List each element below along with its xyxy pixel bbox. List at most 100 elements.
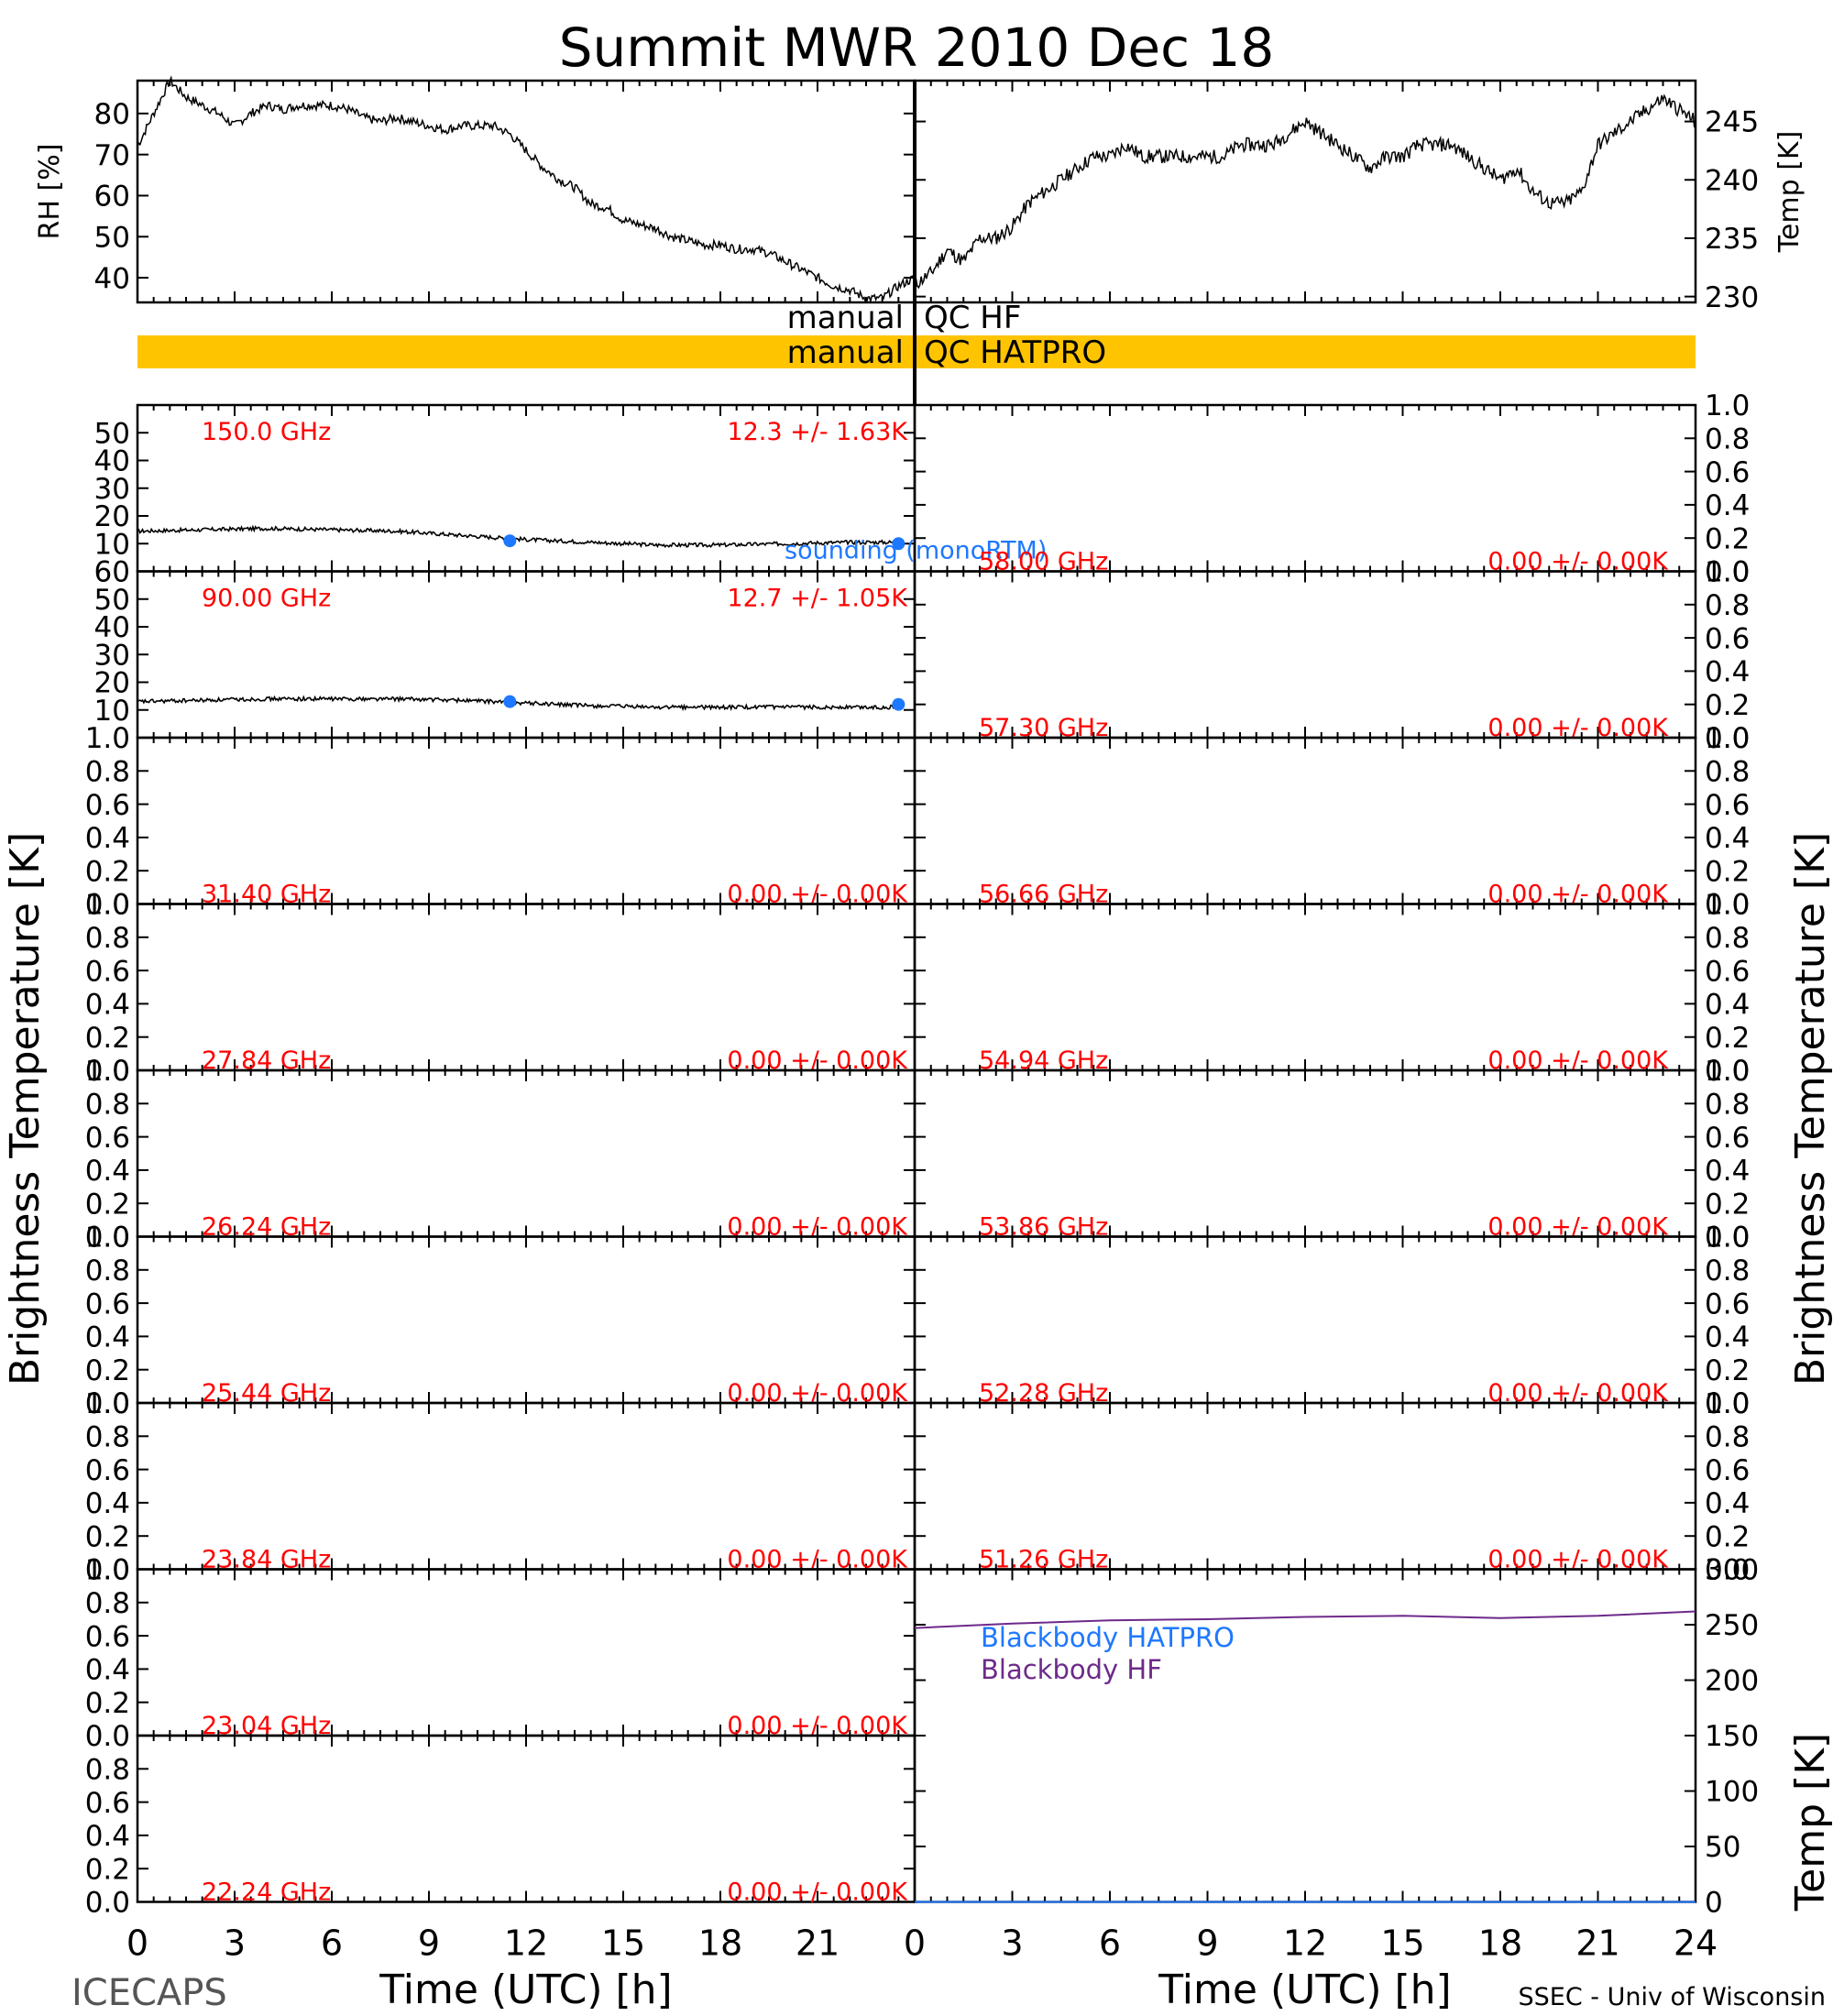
y-tick-label: 0.8 [1705, 755, 1750, 788]
y-tick-label: 0.0 [1705, 1222, 1750, 1255]
y-tick-label: 1.0 [1705, 556, 1750, 589]
tb-panel-frame [136, 1401, 916, 1571]
y-tick-label: 0.8 [1705, 1255, 1750, 1287]
y-tick-label: 0.6 [1705, 955, 1750, 988]
y-tick-label: 245 [1705, 106, 1759, 139]
y-tick-label: 0.8 [85, 1255, 130, 1287]
qc-hf-label-left: manual [787, 300, 904, 336]
blackbody-axis-label: Temp [K] [1787, 1733, 1833, 1912]
tb-panel-frame [913, 736, 1697, 905]
footer-left: ICECAPS [71, 1972, 227, 2014]
qc-hatpro-label-left: manual [787, 334, 904, 371]
y-tick-label: 200 [1705, 1665, 1759, 1698]
y-tick-label: 0.8 [1705, 1420, 1750, 1453]
qc-hf-label-right: QC HF [924, 300, 1021, 336]
y-tick-label: 0 [1705, 1887, 1723, 1920]
y-tick-label: 0.2 [85, 1687, 130, 1720]
y-tick-label: 0.4 [85, 822, 130, 855]
y-tick-label: 20 [94, 667, 130, 700]
y-tick-label: 0.2 [85, 1853, 130, 1886]
y-tick-label: 0.0 [85, 1387, 130, 1420]
y-tick-label: 0.6 [1705, 1454, 1750, 1487]
x-tick-label: 18 [1478, 1923, 1522, 1964]
tb-panel-frame [136, 1235, 916, 1405]
y-tick-label: 0.8 [85, 755, 130, 788]
y-tick-label: 0.0 [85, 1720, 130, 1753]
y-tick-label: 10 [94, 528, 130, 561]
y-tick-label: 0.4 [1705, 1321, 1750, 1354]
y-tick-label: 0.0 [1705, 1554, 1750, 1587]
tb-panel-frame [913, 570, 1697, 740]
y-tick-label: 230 [1705, 281, 1759, 314]
y-tick-label: 0.8 [85, 922, 130, 955]
y-tick-label: 0.0 [85, 1887, 130, 1920]
y-tick-label: 0.4 [1705, 489, 1750, 522]
footer-right: SSEC - Univ of Wisconsin [1519, 1983, 1826, 2011]
y-tick-label: 0.2 [85, 1188, 130, 1221]
x-tick-label: 9 [418, 1923, 440, 1964]
y-tick-label: 235 [1705, 223, 1759, 256]
tb-panel-frame [136, 1068, 916, 1238]
x-tick-label: 18 [698, 1923, 742, 1964]
y-tick-label: 1.0 [85, 1055, 130, 1088]
y-tick-label: 0.8 [1705, 922, 1750, 955]
y-tick-label: 0.2 [1705, 1022, 1750, 1055]
sounding-point [892, 697, 906, 711]
y-tick-label: 0.2 [85, 855, 130, 888]
y-tick-label: 0.6 [85, 1122, 130, 1155]
blackbody-panel-frame [913, 1568, 1697, 1903]
sounding-point [503, 534, 517, 548]
y-tick-label: 0.2 [85, 1022, 130, 1055]
y-tick-label: 0.0 [1705, 556, 1750, 589]
rh-line [137, 75, 916, 304]
tb-panel-frame [136, 1734, 916, 1903]
y-tick-label: 1.0 [85, 1554, 130, 1587]
tb-panel-frame [913, 903, 1697, 1072]
x-axis-label-right: Time (UTC) [h] [1158, 1967, 1451, 2013]
temp-line [914, 93, 1696, 290]
y-tick-label: 0.0 [85, 1554, 130, 1587]
x-tick-label: 6 [321, 1923, 343, 1964]
tb-panel-frame [136, 1568, 916, 1737]
y-tick-label: 0.6 [85, 1787, 130, 1820]
y-tick-label: 1.0 [1705, 389, 1750, 422]
y-tick-label: 50 [1705, 1831, 1740, 1864]
y-tick-label: 0.0 [1705, 889, 1750, 922]
y-tick-label: 0.4 [1705, 989, 1750, 1022]
y-tick-label: 10 [94, 695, 130, 728]
y-tick-label: 150 [1705, 1720, 1759, 1753]
x-tick-label: 3 [224, 1923, 246, 1964]
y-tick-label: 1.0 [1705, 722, 1750, 755]
tb-axis-label-right: Brightness Temperature [K] [1787, 832, 1833, 1386]
sounding-point [503, 695, 517, 708]
y-tick-label: 0.6 [1705, 456, 1750, 489]
y-tick-label: 0.2 [1705, 1188, 1750, 1221]
y-tick-label: 0.6 [1705, 1287, 1750, 1320]
temp-axis-label: Temp [K] [1773, 131, 1806, 254]
y-tick-label: 0.8 [1705, 422, 1750, 455]
y-tick-label: 0.8 [85, 1088, 130, 1121]
y-tick-label: 100 [1705, 1776, 1759, 1809]
x-tick-label: 21 [796, 1923, 840, 1964]
y-tick-label: 0.0 [1705, 1055, 1750, 1088]
y-tick-label: 60 [94, 181, 130, 214]
y-tick-label: 0.6 [1705, 789, 1750, 822]
x-tick-label: 15 [601, 1923, 645, 1964]
y-tick-label: 240 [1705, 164, 1759, 197]
y-tick-label: 0.6 [1705, 1122, 1750, 1155]
y-tick-label: 0.2 [1705, 1520, 1750, 1553]
x-tick-label: 12 [504, 1923, 548, 1964]
y-tick-label: 0.8 [85, 1753, 130, 1786]
y-tick-label: 0.6 [85, 1454, 130, 1487]
y-tick-label: 1.0 [1705, 1387, 1750, 1420]
y-tick-label: 80 [94, 98, 130, 131]
y-tick-label: 70 [94, 139, 130, 172]
tb-line [137, 524, 899, 549]
y-tick-label: 0.8 [85, 1587, 130, 1620]
y-tick-label: 0.2 [85, 1354, 130, 1387]
y-tick-label: 0.0 [85, 1222, 130, 1255]
y-tick-label: 0.2 [1705, 522, 1750, 555]
y-tick-label: 30 [94, 639, 130, 672]
y-tick-label: 0.4 [1705, 1487, 1750, 1520]
y-tick-label: 1.0 [85, 1222, 130, 1255]
